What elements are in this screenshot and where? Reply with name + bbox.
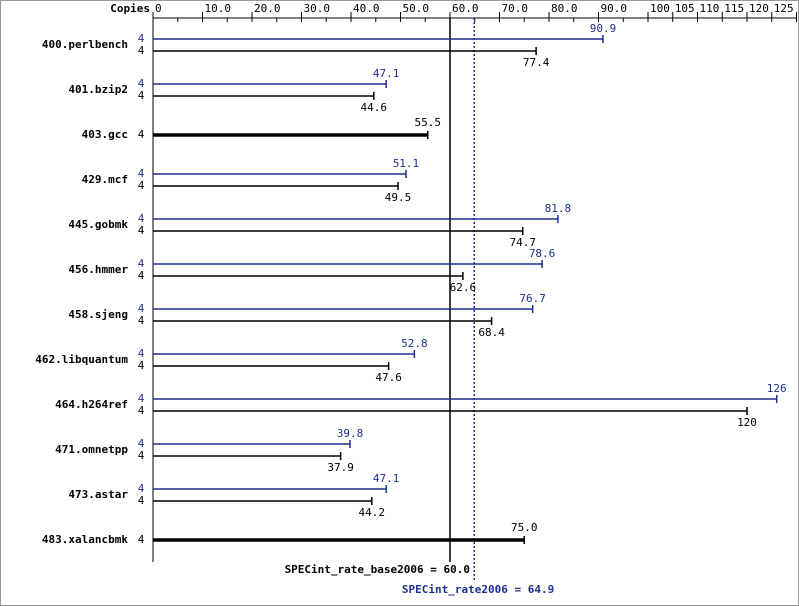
copies-label: 4 — [138, 359, 145, 372]
copies-label: 4 — [138, 167, 145, 180]
reference-label: SPECint_rate2006 = 64.9 — [402, 583, 554, 596]
value-label: 49.5 — [385, 191, 412, 204]
copies-label: 4 — [138, 533, 145, 546]
x-tick-label: 110 — [700, 2, 720, 15]
copies-label: 4 — [138, 44, 145, 57]
value-label: 126 — [767, 382, 787, 395]
value-label: 62.6 — [450, 281, 477, 294]
category-label: 462.libquantum — [35, 353, 128, 366]
copies-label: 4 — [138, 224, 145, 237]
category-label: 400.perlbench — [42, 38, 128, 51]
value-label: 81.8 — [545, 202, 572, 215]
x-tick-label: 70.0 — [502, 2, 529, 15]
x-tick-label: 50.0 — [403, 2, 430, 15]
x-tick-label: 105 — [675, 2, 695, 15]
copies-label: 4 — [138, 314, 145, 327]
category-label: 403.gcc — [82, 128, 128, 141]
value-label: 78.6 — [529, 247, 556, 260]
copies-label: 4 — [138, 179, 145, 192]
x-tick-label: 40.0 — [353, 2, 380, 15]
category-label: 458.sjeng — [68, 308, 128, 321]
value-label: 44.6 — [361, 101, 388, 114]
x-tick-label: 120 — [749, 2, 769, 15]
copies-label: 4 — [138, 257, 145, 270]
value-label: 90.9 — [590, 22, 617, 35]
value-label: 76.7 — [519, 292, 546, 305]
copies-label: 4 — [138, 437, 145, 450]
x-tick-label: 60.0 — [452, 2, 479, 15]
value-label: 47.1 — [373, 472, 400, 485]
x-tick-label: 30.0 — [304, 2, 331, 15]
value-label: 44.2 — [359, 506, 386, 519]
copies-label: 4 — [138, 347, 145, 360]
x-tick-label: 80.0 — [551, 2, 578, 15]
x-tick-label: 90.0 — [601, 2, 628, 15]
x-tick-label: 10.0 — [205, 2, 232, 15]
category-label: 473.astar — [68, 488, 128, 501]
category-label: 401.bzip2 — [68, 83, 128, 96]
copies-label: 4 — [138, 89, 145, 102]
category-label: 429.mcf — [82, 173, 128, 186]
copies-label: 4 — [138, 392, 145, 405]
reference-label: SPECint_rate_base2006 = 60.0 — [285, 563, 470, 576]
x-tick-label: 0 — [155, 2, 162, 15]
value-label: 55.5 — [414, 116, 441, 129]
copies-label: 4 — [138, 404, 145, 417]
category-label: 445.gobmk — [68, 218, 128, 231]
value-label: 51.1 — [393, 157, 420, 170]
value-label: 47.6 — [375, 371, 402, 384]
copies-label: 4 — [138, 449, 145, 462]
category-label: 471.omnetpp — [55, 443, 128, 456]
copies-label: 4 — [138, 32, 145, 45]
category-label: 456.hmmer — [68, 263, 128, 276]
category-label: 483.xalancbmk — [42, 533, 128, 546]
copies-label: 4 — [138, 77, 145, 90]
value-label: 39.8 — [337, 427, 364, 440]
value-label: 75.0 — [511, 521, 538, 534]
x-tick-label: 125 — [774, 2, 794, 15]
copies-label: 4 — [138, 128, 145, 141]
value-label: 37.9 — [327, 461, 354, 474]
value-label: 120 — [737, 416, 757, 429]
category-label: 464.h264ref — [55, 398, 128, 411]
copies-label: 4 — [138, 212, 145, 225]
x-tick-label: 100 — [650, 2, 670, 15]
copies-label: 4 — [138, 302, 145, 315]
axis-title: Copies — [110, 2, 150, 15]
value-label: 52.8 — [401, 337, 428, 350]
copies-label: 4 — [138, 482, 145, 495]
x-tick-label: 20.0 — [254, 2, 281, 15]
value-label: 74.7 — [510, 236, 537, 249]
value-label: 77.4 — [523, 56, 550, 69]
copies-label: 4 — [138, 269, 145, 282]
value-label: 47.1 — [373, 67, 400, 80]
x-tick-label: 115 — [724, 2, 744, 15]
copies-label: 4 — [138, 494, 145, 507]
value-label: 68.4 — [478, 326, 505, 339]
